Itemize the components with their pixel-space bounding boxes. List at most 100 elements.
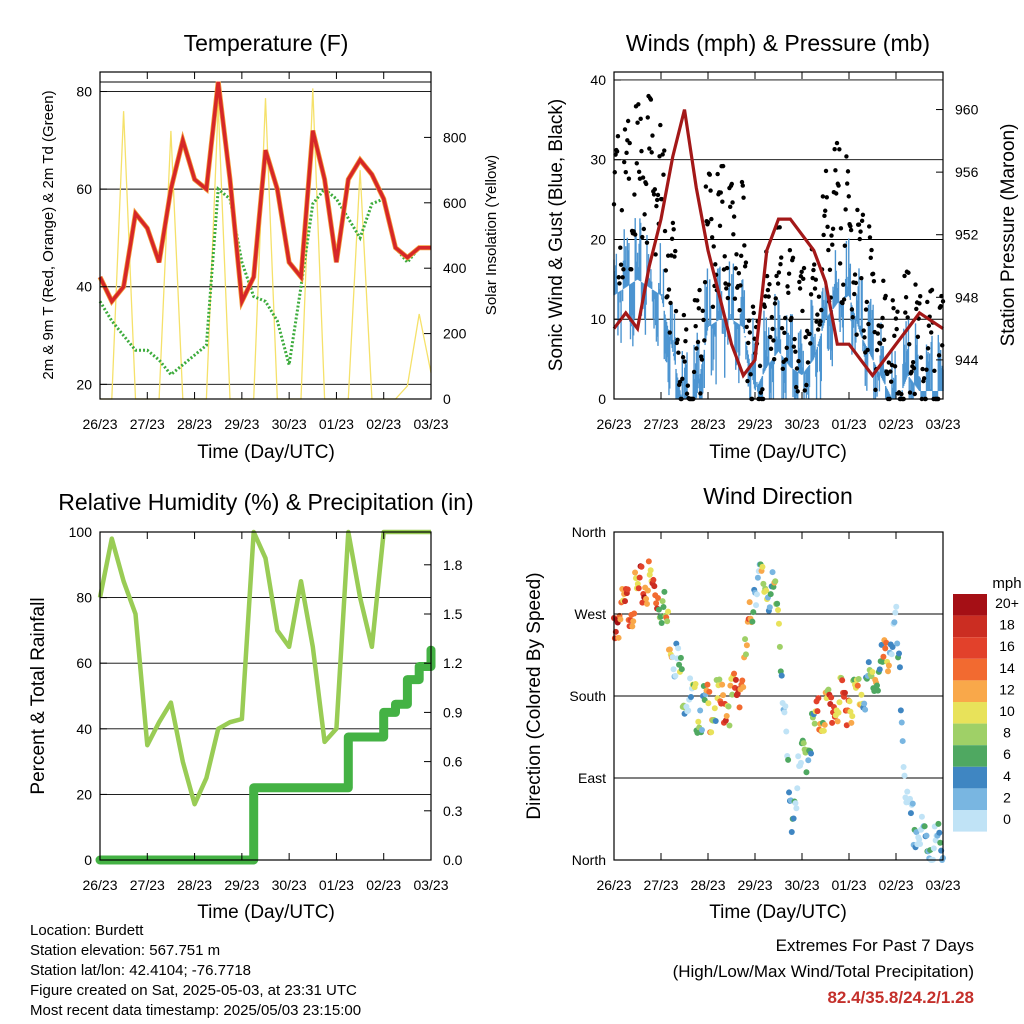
wind-gust-point — [720, 199, 725, 204]
wind-gust-point — [925, 346, 931, 351]
wind-gust-point — [734, 252, 739, 257]
wind-gust-point — [899, 391, 904, 397]
wind-gust-point — [700, 308, 705, 314]
wind-gust-point — [776, 270, 782, 275]
wind-gust-point — [780, 366, 786, 372]
wind-gust-point — [665, 294, 670, 299]
direction-point — [677, 654, 684, 661]
direction-x-label: Time (Day/UTC) — [709, 902, 847, 923]
direction-point — [736, 704, 743, 711]
wind-gust-point — [730, 200, 735, 205]
y-tick-label: 80 — [76, 84, 92, 100]
y-tick-label: 40 — [76, 721, 92, 737]
wind-gust-point — [816, 294, 822, 299]
wind-gust-point — [739, 253, 744, 259]
direction-point — [882, 645, 889, 652]
wind-gust-point — [698, 391, 703, 396]
direction-point — [705, 700, 712, 707]
direction-point — [891, 619, 898, 626]
direction-point — [917, 841, 924, 848]
wind-gust-point — [873, 387, 878, 393]
x-tick-label: 27/23 — [643, 877, 678, 893]
direction-point — [803, 769, 810, 776]
wind-gust-point — [850, 315, 855, 320]
wind-gust-point — [764, 273, 770, 279]
direction-point — [793, 805, 800, 812]
wind-gust-point — [921, 376, 927, 381]
x-tick-label: 03/23 — [413, 877, 448, 893]
direction-point — [665, 608, 672, 615]
wind-gust-point — [779, 325, 785, 331]
wind-gust-point — [782, 315, 788, 321]
wind-gust-point — [823, 168, 829, 174]
wind-gust-point — [618, 245, 623, 250]
wind-gust-point — [881, 278, 886, 284]
wind-gust-point — [640, 175, 646, 180]
direction-point — [754, 574, 761, 581]
wind-gust-point — [866, 321, 871, 327]
direction-point — [615, 634, 622, 641]
x-tick-label: 26/23 — [596, 416, 631, 432]
wind-gust-point — [860, 212, 866, 218]
y-tick-label: 0 — [598, 391, 606, 407]
direction-point — [654, 594, 661, 601]
winds-x-label: Time (Day/UTC) — [709, 442, 847, 463]
wind-gust-point — [803, 335, 808, 340]
wind-gust-point — [771, 356, 777, 362]
wind-gust-point — [925, 299, 930, 305]
wind-gust-point — [892, 364, 898, 369]
wind-gust-point — [660, 152, 665, 157]
x-tick-label: 26/23 — [82, 877, 117, 893]
wind-gust-point — [669, 236, 675, 242]
x-tick-label: 29/23 — [224, 877, 259, 893]
y2-tick-label: 0.3 — [443, 803, 463, 819]
wind-gust-point — [733, 266, 738, 271]
x-tick-label: 27/23 — [643, 416, 678, 432]
wind-gust-point — [649, 150, 654, 155]
wind-gust-point — [826, 247, 831, 253]
wind-gust-point — [837, 147, 842, 152]
wind-gust-point — [768, 346, 774, 352]
wind-gust-point — [804, 382, 809, 388]
wind-gust-point — [675, 337, 680, 342]
winds-x-axis: 26/23 27/23 28/23 29/23 30/23 01/23 02/23 03/23 — [596, 72, 961, 432]
legend-label: 6 — [1003, 746, 1011, 762]
direction-point — [666, 646, 673, 653]
direction-point — [865, 659, 872, 666]
wind-gust-point — [907, 390, 913, 395]
legend-title: mph — [992, 575, 1021, 592]
direction-point — [869, 669, 876, 676]
direction-title: Wind Direction — [703, 483, 853, 509]
location-text: Location: Burdett — [30, 922, 144, 939]
direction-point — [918, 813, 925, 820]
wind-gust-point — [740, 183, 745, 188]
wind-gust-point — [859, 276, 864, 281]
direction-point — [936, 829, 943, 836]
x-tick-label: 30/23 — [784, 877, 819, 893]
direction-point — [786, 789, 793, 796]
humidity-x-axis: 26/23 27/23 28/23 29/23 30/23 01/23 02/23 03/23 — [82, 532, 449, 893]
wind-gust-point — [633, 232, 638, 237]
wind-gust-point — [815, 312, 820, 317]
y2-tick-label: 956 — [955, 164, 979, 180]
wind-gust-point — [932, 368, 937, 374]
y-tick-label: South — [569, 688, 606, 704]
wind-gust-point — [917, 301, 922, 306]
wind-gust-point — [699, 357, 705, 362]
wind-gust-point — [880, 315, 885, 321]
wind-gust-point — [662, 148, 667, 153]
wind-gust-point — [915, 334, 921, 339]
solar-insolation-line — [100, 88, 432, 400]
direction-point — [722, 717, 729, 724]
temperature-right-axis: 0 200 400 600 800 — [424, 129, 467, 407]
wind-gust-point — [615, 134, 621, 139]
wind-gust-point — [729, 181, 734, 187]
legend-swatch — [953, 745, 987, 767]
wind-gust-point — [651, 192, 657, 197]
wind-gust-point — [914, 306, 919, 312]
x-tick-label: 27/23 — [130, 416, 165, 432]
direction-point — [829, 719, 836, 726]
direction-point — [644, 587, 651, 594]
direction-point — [916, 836, 923, 843]
wind-gust-point — [770, 326, 775, 332]
